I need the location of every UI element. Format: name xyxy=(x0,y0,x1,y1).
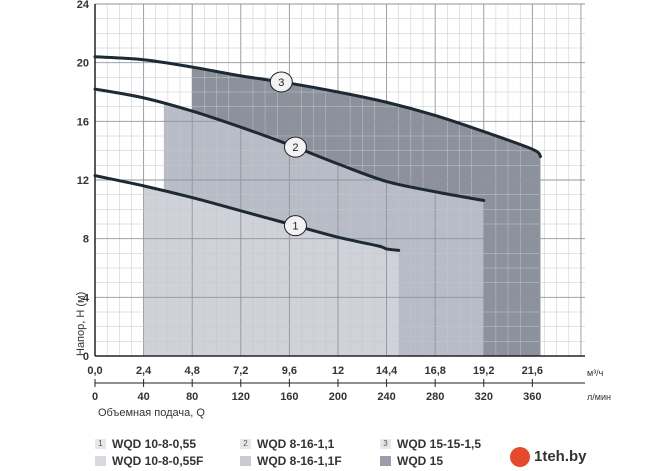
curve-marker-label-2: 2 xyxy=(292,142,298,154)
y-tick-label: 4 xyxy=(83,292,90,304)
x-tick-label-bottom: 0 xyxy=(92,391,98,403)
x-tick-label-bottom: 240 xyxy=(377,391,395,403)
y-tick-label: 8 xyxy=(83,234,89,246)
chart-axes xyxy=(94,4,585,387)
y-tick-label: 0 xyxy=(83,351,89,363)
x-tick-label-top: 4,8 xyxy=(185,365,200,377)
x-tick-label-top: 0,0 xyxy=(87,365,102,377)
y-tick-label: 12 xyxy=(77,175,89,187)
x-tick-label-top: 14,4 xyxy=(376,365,398,377)
curve-markers: 1 2 3 xyxy=(269,71,307,237)
watermark-logo: 1teh.by xyxy=(508,442,670,471)
operating-zones xyxy=(143,67,541,357)
y-axis-label: Напор, H (м) xyxy=(75,292,87,356)
watermark-text: 1teh.by xyxy=(534,448,587,465)
x-tick-label-bottom: 120 xyxy=(232,391,250,403)
y-tick-label: 20 xyxy=(77,58,89,70)
x-tick-label-top: 21,6 xyxy=(522,365,543,377)
curve-marker-circle-3 xyxy=(269,71,293,93)
x-tick-label-bottom: 160 xyxy=(280,391,298,403)
pump-curve-3 xyxy=(93,55,542,159)
y-tick-label: 24 xyxy=(77,0,90,11)
x-tick-label-bottom: 80 xyxy=(186,391,198,403)
x-tick-label-bottom: 320 xyxy=(475,391,493,403)
x-tick-label-bottom: 200 xyxy=(329,391,347,403)
curve-marker-circle-2 xyxy=(283,136,307,158)
x-unit-bottom: л/мин xyxy=(587,392,611,402)
x-tick-label-top: 9,6 xyxy=(282,365,297,377)
operating-zone-1 xyxy=(143,185,399,356)
x-unit-top: м³/ч xyxy=(587,368,604,378)
y-tick-label: 16 xyxy=(77,116,89,128)
x-tick-label-top: 7,2 xyxy=(233,365,248,377)
x-tick-label-top: 19,2 xyxy=(473,365,494,377)
x-tick-label-bottom: 360 xyxy=(523,391,541,403)
logo-icon xyxy=(510,446,530,467)
curve-marker-circle-1 xyxy=(283,215,307,237)
curve-marker-label-3: 3 xyxy=(278,77,284,89)
x-tick-label-bottom: 40 xyxy=(137,391,149,403)
curve-marker-label-1: 1 xyxy=(292,221,298,233)
x-tick-label-top: 12 xyxy=(332,365,344,377)
x-tick-label-top: 2,4 xyxy=(136,365,152,377)
x-axis-label: Объемная подача, Q xyxy=(98,407,205,419)
x-tick-label-bottom: 280 xyxy=(426,391,444,403)
x-tick-label-top: 16,8 xyxy=(424,365,445,377)
